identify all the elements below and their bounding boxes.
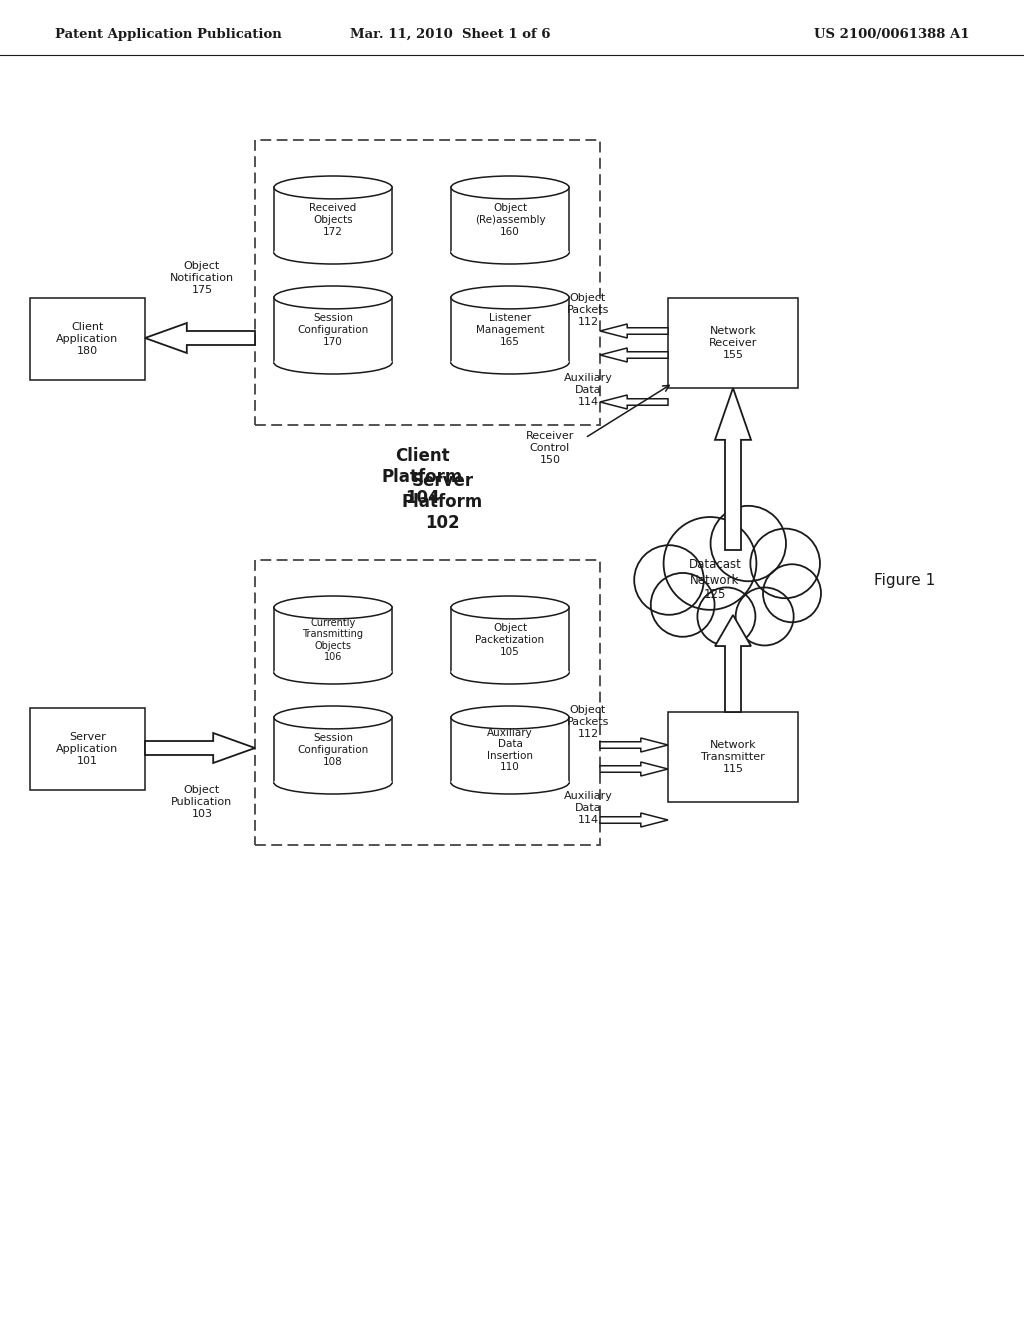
Circle shape <box>735 587 794 645</box>
Ellipse shape <box>274 597 392 619</box>
Polygon shape <box>600 395 668 409</box>
Text: Server
Platform
102: Server Platform 102 <box>401 473 483 532</box>
Text: Session
Configuration
108: Session Configuration 108 <box>297 734 369 767</box>
Circle shape <box>697 587 756 645</box>
Text: Figure 1: Figure 1 <box>874 573 936 587</box>
Ellipse shape <box>274 706 392 729</box>
Bar <box>30 298 145 380</box>
Text: Object
Packetization
105: Object Packetization 105 <box>475 623 545 656</box>
Text: Currently
Transmitting
Objects
106: Currently Transmitting Objects 106 <box>302 618 364 663</box>
Bar <box>274 718 392 783</box>
Ellipse shape <box>274 176 392 199</box>
Text: Receiver
Control
150: Receiver Control 150 <box>525 432 574 465</box>
Bar <box>255 140 600 425</box>
Bar <box>30 708 145 789</box>
Polygon shape <box>600 348 668 362</box>
Text: Client
Application
180: Client Application 180 <box>56 322 119 355</box>
Ellipse shape <box>451 771 569 795</box>
Ellipse shape <box>274 242 392 264</box>
Polygon shape <box>715 388 751 550</box>
Text: Mar. 11, 2010  Sheet 1 of 6: Mar. 11, 2010 Sheet 1 of 6 <box>350 28 550 41</box>
Polygon shape <box>715 615 751 711</box>
Text: Network
Receiver
155: Network Receiver 155 <box>709 326 757 359</box>
Text: Auxiliary
Data
Insertion
110: Auxiliary Data Insertion 110 <box>487 727 534 772</box>
Bar <box>274 297 392 363</box>
Text: Client
Platform
104: Client Platform 104 <box>382 447 463 507</box>
Circle shape <box>664 517 757 610</box>
Bar <box>451 297 569 363</box>
Bar <box>274 187 392 252</box>
Circle shape <box>634 545 703 615</box>
Circle shape <box>651 573 715 636</box>
Ellipse shape <box>274 771 392 795</box>
Text: Object
Packets
112: Object Packets 112 <box>567 705 609 739</box>
Text: Object
Notification
175: Object Notification 175 <box>170 261 234 294</box>
Text: Datacast
Network
125: Datacast Network 125 <box>688 558 741 602</box>
Ellipse shape <box>451 351 569 374</box>
Bar <box>668 711 798 803</box>
Text: Auxiliary
Data
114: Auxiliary Data 114 <box>563 374 612 407</box>
Ellipse shape <box>451 286 569 309</box>
Text: Object
Publication
103: Object Publication 103 <box>171 785 232 818</box>
Bar <box>274 607 392 673</box>
Text: Object
(Re)assembly
160: Object (Re)assembly 160 <box>475 203 546 236</box>
Text: Object
Packets
112: Object Packets 112 <box>567 293 609 326</box>
Text: Auxiliary
Data
114: Auxiliary Data 114 <box>563 792 612 825</box>
Circle shape <box>763 564 821 622</box>
Ellipse shape <box>451 597 569 619</box>
Ellipse shape <box>274 661 392 684</box>
Polygon shape <box>600 813 668 828</box>
Bar <box>451 607 569 673</box>
Bar <box>668 298 798 388</box>
Text: Session
Configuration
170: Session Configuration 170 <box>297 313 369 347</box>
Polygon shape <box>145 733 255 763</box>
Bar <box>451 718 569 783</box>
Text: Patent Application Publication: Patent Application Publication <box>55 28 282 41</box>
Circle shape <box>751 528 820 598</box>
Ellipse shape <box>451 242 569 264</box>
Polygon shape <box>600 738 668 752</box>
Polygon shape <box>145 323 255 352</box>
Ellipse shape <box>451 176 569 199</box>
Circle shape <box>711 506 786 581</box>
Ellipse shape <box>274 286 392 309</box>
Bar <box>255 560 600 845</box>
Polygon shape <box>600 323 668 338</box>
Ellipse shape <box>451 661 569 684</box>
Text: Listener
Management
165: Listener Management 165 <box>476 313 544 347</box>
Text: Server
Application
101: Server Application 101 <box>56 733 119 766</box>
Text: US 2100/0061388 A1: US 2100/0061388 A1 <box>814 28 970 41</box>
Text: Received
Objects
172: Received Objects 172 <box>309 203 356 236</box>
Ellipse shape <box>451 706 569 729</box>
Bar <box>451 187 569 252</box>
Text: Network
Transmitter
115: Network Transmitter 115 <box>701 741 765 774</box>
Ellipse shape <box>274 351 392 374</box>
Polygon shape <box>600 762 668 776</box>
